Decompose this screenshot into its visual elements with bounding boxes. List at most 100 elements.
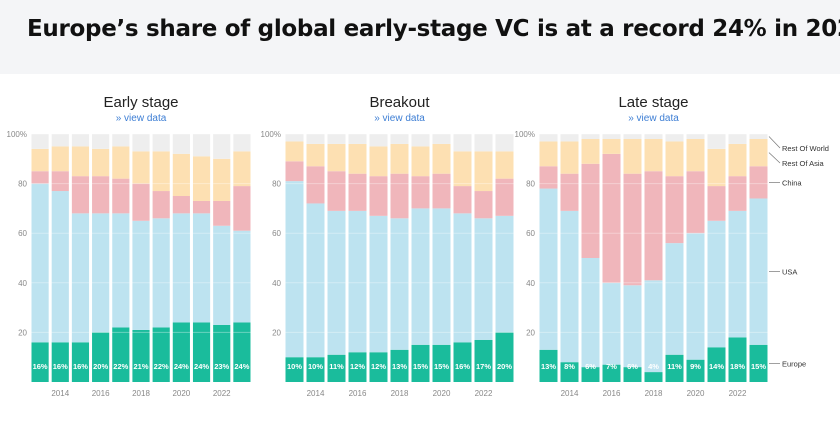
x-tick-label: 2016: [349, 389, 367, 398]
view-data-link[interactable]: » view data: [628, 113, 679, 124]
bar-segment-usa: [749, 198, 768, 345]
bar-segment-china: [539, 166, 558, 189]
bar-segment-rest-of-asia: [644, 138, 663, 172]
bar-segment-rest-of-world: [602, 134, 621, 139]
y-tick-label: 60: [526, 229, 535, 238]
bar-segment-rest-of-world: [71, 134, 90, 147]
bar-segment-rest-of-world: [112, 134, 130, 147]
legend-leader-line: [768, 152, 781, 164]
bar-segment-rest-of-asia: [453, 151, 472, 187]
y-tick-label: 40: [272, 279, 281, 288]
bar-segment-rest-of-asia: [623, 138, 642, 174]
chart-title: Late stage: [618, 94, 688, 111]
bar-segment-china: [132, 183, 150, 221]
bar-segment-rest-of-world: [327, 134, 346, 144]
legend-label: USA: [782, 268, 797, 277]
bar-segment-usa: [71, 213, 90, 343]
bar-segment-china: [749, 166, 768, 199]
bar-segment-china: [92, 176, 110, 214]
bar-segment-usa: [644, 280, 663, 373]
bar-segment-europe: [51, 342, 69, 382]
bar-segment-china: [71, 176, 90, 214]
bar-segment-china: [233, 186, 251, 231]
bar-segment-usa: [213, 225, 231, 325]
bar-segment-europe: [172, 322, 190, 382]
bar-segment-rest-of-asia: [432, 143, 451, 174]
bar-segment-china: [348, 173, 367, 211]
data-label: 6%: [627, 362, 638, 371]
bar-segment-usa: [728, 210, 747, 338]
data-label: 16%: [53, 362, 68, 371]
bar-segment-rest-of-asia: [728, 143, 747, 177]
bar-segment-europe: [623, 367, 642, 382]
y-tick-label: 80: [272, 180, 281, 189]
bar-segment-europe: [707, 347, 726, 382]
bar-segment-usa: [31, 183, 49, 343]
data-label: 18%: [730, 362, 745, 371]
bar-segment-rest-of-world: [306, 134, 325, 144]
view-data-link[interactable]: » view data: [374, 113, 425, 124]
data-label: 20%: [497, 362, 512, 371]
bar-segment-europe: [92, 332, 110, 382]
legend-label: China: [782, 178, 802, 187]
bar-segment-rest-of-asia: [539, 141, 558, 167]
bar-segment-rest-of-world: [348, 134, 367, 144]
bar-segment-rest-of-asia: [474, 151, 493, 192]
bar-segment-europe: [285, 357, 304, 382]
bar-segment-rest-of-world: [749, 134, 768, 139]
charts-area: Early stage » view data 100% 80 60 40 20 16% 16%…: [7, 94, 829, 398]
bar-segment-usa: [369, 215, 388, 353]
bar-segment-china: [369, 176, 388, 216]
bar-segment-usa: [172, 213, 190, 323]
bar-segment-europe: [192, 322, 211, 382]
bar-segment-usa: [306, 203, 325, 358]
legend-label: Rest Of Asia: [782, 159, 825, 168]
bar-segment-china: [665, 176, 684, 244]
bar-segment-china: [306, 166, 325, 204]
bar-segment-europe: [602, 364, 621, 382]
bar-segment-rest-of-asia: [581, 138, 600, 164]
bar-segment-europe: [644, 372, 663, 382]
y-tick-label: 60: [272, 229, 281, 238]
bar-segment-rest-of-asia: [411, 146, 430, 177]
bar-segment-europe: [432, 344, 451, 382]
data-label: 6%: [585, 362, 596, 371]
bar-segment-europe: [749, 344, 768, 382]
bar-segment-rest-of-asia: [686, 138, 705, 172]
data-label: 24%: [174, 362, 189, 371]
y-tick-label: 40: [526, 279, 535, 288]
bar-segment-rest-of-world: [665, 134, 684, 142]
bar-segment-china: [581, 163, 600, 258]
y-tick-label: 40: [18, 279, 27, 288]
bar-segment-usa: [92, 213, 110, 333]
data-label: 8%: [564, 362, 575, 371]
bar-segment-usa: [390, 218, 409, 350]
bar-segment-rest-of-asia: [327, 143, 346, 172]
bar-segment-rest-of-world: [51, 134, 69, 147]
bar-segment-usa: [432, 208, 451, 345]
data-label: 16%: [455, 362, 470, 371]
view-data-link[interactable]: » view data: [116, 113, 167, 124]
bar-segment-europe: [132, 329, 150, 382]
data-label: 24%: [194, 362, 209, 371]
x-tick-label: 2020: [687, 389, 705, 398]
bar-segment-rest-of-world: [213, 134, 231, 159]
bar-segment-rest-of-world: [31, 134, 49, 149]
x-tick-label: 2014: [561, 389, 579, 398]
bar-segment-europe: [453, 342, 472, 382]
bar-segment-rest-of-asia: [31, 148, 49, 172]
x-tick-label: 2018: [645, 389, 663, 398]
bar-segment-china: [152, 191, 170, 219]
bar-segment-usa: [233, 230, 251, 323]
bar-segment-china: [192, 200, 211, 214]
bar-segment-usa: [132, 220, 150, 330]
bar-segment-europe: [686, 359, 705, 382]
data-label: 21%: [133, 362, 148, 371]
bar-segment-rest-of-asia: [192, 156, 211, 201]
bar-segment-rest-of-world: [644, 134, 663, 139]
bar-segment-china: [623, 173, 642, 286]
bar-segment-rest-of-asia: [602, 138, 621, 154]
data-label: 12%: [350, 362, 365, 371]
bar-segment-rest-of-world: [707, 134, 726, 149]
bar-segment-china: [728, 176, 747, 211]
